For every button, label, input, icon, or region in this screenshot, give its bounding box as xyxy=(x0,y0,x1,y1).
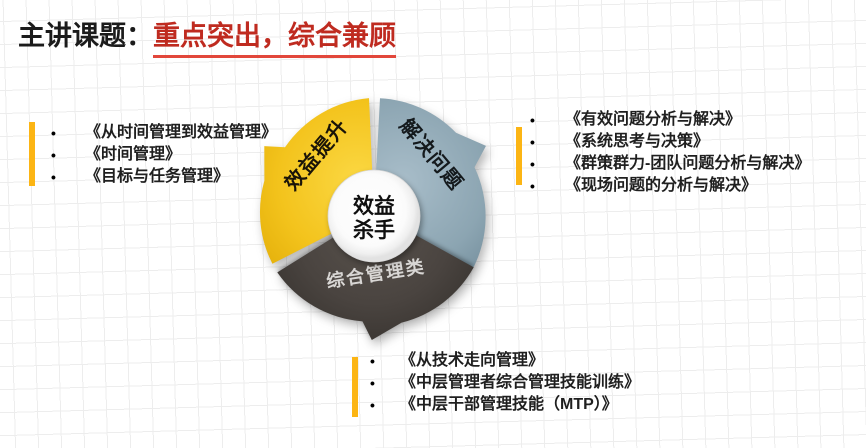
list-item: 《从时间管理到效益管理》 xyxy=(29,122,277,144)
list-item: 《现场问题的分析与解决》 xyxy=(516,175,810,197)
course-list-bottom-items: 《从技术走向管理》 《中层管理者综合管理技能训练》 《中层干部管理技能（MTP）… xyxy=(352,350,640,416)
segment-general-management xyxy=(277,212,474,340)
course-list-right-items: 《有效问题分析与解决》 《系统思考与决策》 《群策群力-团队问题分析与解决》 《… xyxy=(516,109,810,197)
list-item: 《中层管理者综合管理技能训练》 xyxy=(352,372,640,394)
title-highlight: 重点突出，综合兼顾 xyxy=(153,14,396,58)
list-item: 《群策群力-团队问题分析与解决》 xyxy=(516,153,810,175)
title-prefix: 主讲课题： xyxy=(18,21,153,51)
list-item: 《从技术走向管理》 xyxy=(352,350,640,372)
list-item: 《中层干部管理技能（MTP）》 xyxy=(352,394,640,416)
list-item: 《目标与任务管理》 xyxy=(29,166,277,188)
center-circle: 效益 杀手 xyxy=(327,169,421,263)
course-list-left-items: 《从时间管理到效益管理》 《时间管理》 《目标与任务管理》 xyxy=(29,122,277,188)
center-label-line1: 效益 xyxy=(353,194,395,218)
slide-title: 主讲课题：重点突出，综合兼顾 xyxy=(18,14,396,58)
list-item: 《系统思考与决策》 xyxy=(516,131,810,153)
course-list-bottom: 《从技术走向管理》 《中层管理者综合管理技能训练》 《中层干部管理技能（MTP）… xyxy=(352,350,640,417)
course-list-left: 《从时间管理到效益管理》 《时间管理》 《目标与任务管理》 xyxy=(29,122,277,188)
list-item: 《时间管理》 xyxy=(29,144,277,166)
list-item: 《有效问题分析与解决》 xyxy=(516,109,810,131)
cycle-diagram: 效益提升 解决问题 综合管理类 效益 杀手 xyxy=(259,98,486,340)
course-list-right: 《有效问题分析与解决》 《系统思考与决策》 《群策群力-团队问题分析与解决》 《… xyxy=(516,109,810,197)
center-label-line2: 杀手 xyxy=(353,218,395,242)
